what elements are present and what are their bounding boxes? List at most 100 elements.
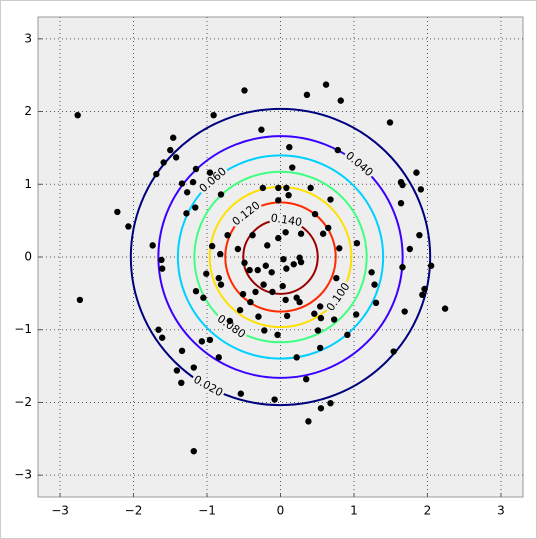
scatter-point bbox=[247, 298, 254, 306]
scatter-point bbox=[246, 266, 253, 274]
x-tick-label: −1 bbox=[198, 504, 216, 518]
scatter-point bbox=[206, 336, 214, 344]
scatter-point bbox=[183, 210, 190, 217]
y-tick-label: −2 bbox=[14, 395, 32, 409]
x-tick-label: 3 bbox=[497, 504, 505, 518]
scatter-point bbox=[178, 180, 186, 187]
scatter-point bbox=[311, 210, 319, 218]
scatter-point bbox=[327, 399, 334, 407]
scatter-point bbox=[226, 317, 233, 325]
scatter-point bbox=[293, 294, 300, 301]
scatter-point bbox=[170, 134, 177, 141]
scatter-point bbox=[417, 186, 425, 193]
scatter-point bbox=[239, 290, 247, 298]
scatter-point bbox=[172, 154, 180, 161]
scatter-point bbox=[268, 269, 275, 276]
scatter-point bbox=[158, 265, 166, 272]
x-tick-label: −3 bbox=[51, 504, 69, 518]
scatter-point bbox=[217, 191, 225, 198]
y-tick-label: 0 bbox=[24, 250, 32, 264]
scatter-point bbox=[290, 261, 297, 268]
scatter-point bbox=[317, 314, 325, 322]
scatter-point bbox=[427, 262, 435, 269]
scatter-point bbox=[275, 184, 282, 192]
scatter-point bbox=[261, 327, 268, 334]
scatter-point bbox=[76, 296, 84, 304]
y-tick-label: 3 bbox=[24, 31, 32, 45]
scatter-point bbox=[215, 274, 222, 282]
scatter-point bbox=[224, 231, 231, 239]
scatter-point bbox=[401, 308, 408, 315]
scatter-point bbox=[192, 287, 200, 295]
scatter-point bbox=[249, 231, 256, 239]
scatter-point bbox=[271, 396, 278, 403]
scatter-point bbox=[286, 143, 293, 151]
scatter-point bbox=[311, 310, 318, 317]
scatter-point bbox=[259, 184, 267, 192]
scatter-point bbox=[203, 270, 210, 277]
scatter-point bbox=[307, 184, 314, 192]
scatter-point bbox=[282, 296, 289, 304]
scatter-point bbox=[319, 230, 327, 237]
scatter-point bbox=[189, 178, 197, 186]
scatter-point bbox=[372, 299, 380, 307]
scatter-point bbox=[337, 97, 344, 104]
scatter-point bbox=[190, 364, 197, 371]
scatter-point bbox=[327, 196, 334, 203]
scatter-point bbox=[285, 191, 292, 199]
scatter-point bbox=[441, 305, 449, 312]
scatter-point bbox=[322, 81, 330, 88]
contour-line bbox=[242, 219, 319, 295]
scatter-point bbox=[236, 306, 244, 314]
scatter-point bbox=[413, 169, 420, 176]
scatter-point bbox=[397, 199, 405, 207]
scatter-point bbox=[178, 347, 186, 355]
scatter-point bbox=[210, 111, 217, 119]
scatter-point bbox=[114, 208, 121, 216]
scatter-point bbox=[264, 242, 271, 249]
scatter-point bbox=[419, 291, 426, 299]
scatter-point bbox=[416, 231, 423, 239]
scatter-point bbox=[330, 316, 338, 323]
scatter-point bbox=[200, 294, 207, 301]
scatter-point bbox=[192, 165, 200, 173]
scatter-point bbox=[316, 344, 324, 352]
contour-line bbox=[157, 135, 404, 379]
scatter-point bbox=[254, 266, 261, 274]
scatter-point bbox=[283, 312, 291, 320]
scatter-point bbox=[305, 418, 312, 425]
scatter-point bbox=[149, 242, 156, 249]
scatter-point bbox=[252, 288, 259, 296]
scatter-point bbox=[215, 354, 222, 361]
scatter-point bbox=[352, 311, 360, 318]
scatter-point bbox=[190, 447, 197, 455]
scatter-point bbox=[183, 189, 191, 196]
contour-line bbox=[176, 154, 385, 360]
x-tick-label: 1 bbox=[350, 504, 358, 518]
scatter-point bbox=[314, 327, 322, 334]
scatter-point bbox=[262, 262, 270, 269]
scatter-point bbox=[280, 255, 287, 263]
scatter-point bbox=[125, 223, 132, 230]
y-tick-label: 1 bbox=[24, 177, 32, 191]
scatter-point bbox=[283, 184, 290, 192]
scatter-point bbox=[241, 87, 248, 94]
scatter-point bbox=[399, 263, 406, 271]
scatter-point bbox=[421, 285, 428, 293]
scatter-point bbox=[325, 224, 332, 232]
contour-line bbox=[193, 170, 368, 344]
x-tick-label: 0 bbox=[277, 504, 285, 518]
scatter-point bbox=[334, 146, 342, 154]
scatter-point bbox=[255, 313, 262, 320]
scatter-point bbox=[399, 181, 406, 189]
scatter-point bbox=[158, 334, 166, 341]
scatter-point bbox=[297, 230, 305, 237]
scatter-point bbox=[353, 239, 361, 247]
scatter-point bbox=[336, 245, 343, 252]
scatter-point bbox=[237, 390, 245, 397]
scatter-point bbox=[158, 256, 165, 264]
scatter-point bbox=[293, 354, 300, 361]
scatter-point bbox=[333, 274, 340, 282]
scatter-point bbox=[390, 348, 397, 355]
